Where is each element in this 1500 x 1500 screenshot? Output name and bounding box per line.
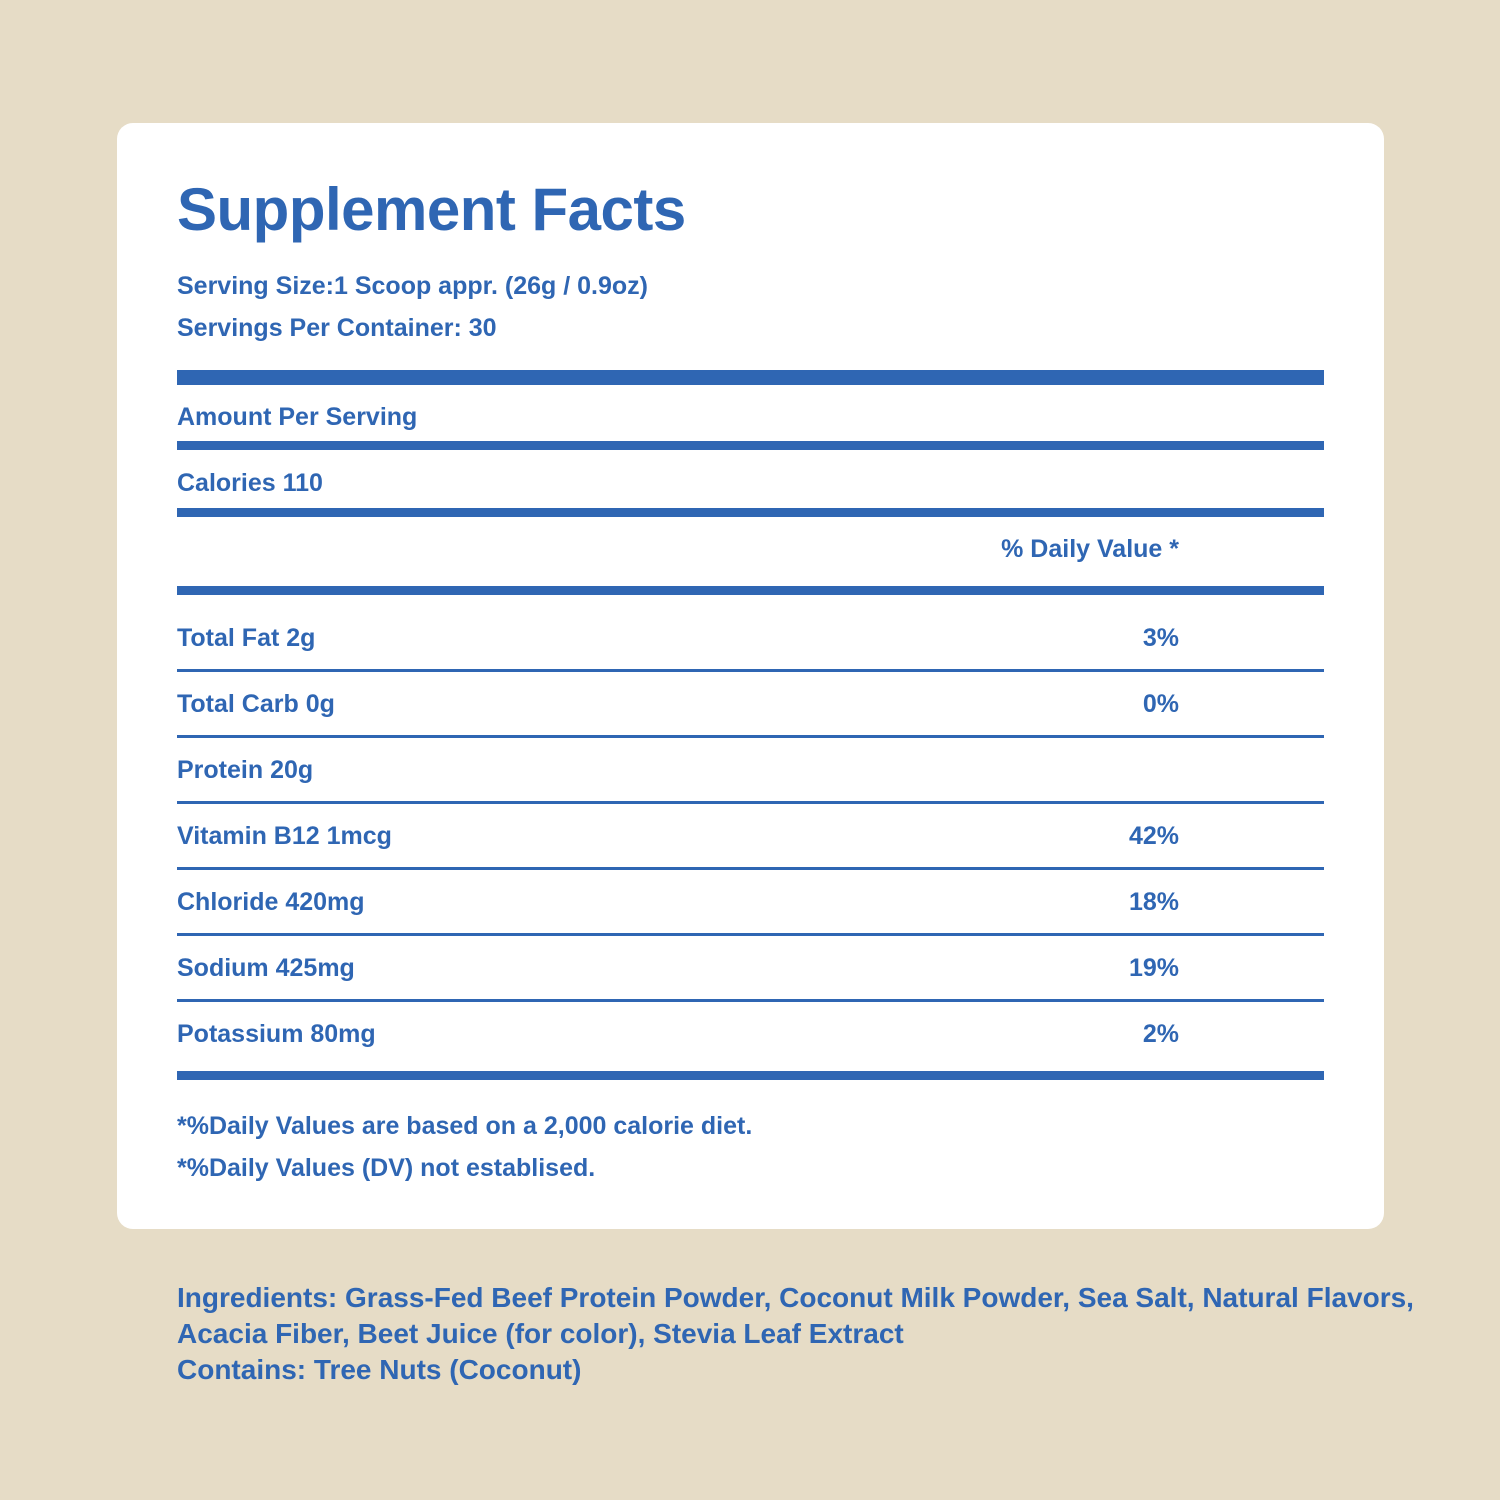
nutrient-label: Total Fat 2g (177, 624, 316, 652)
nutrient-label: Total Carb 0g (177, 690, 335, 718)
nutrient-dv: 19% (1128, 954, 1179, 982)
supplement-facts-panel: Supplement Facts Serving Size:1 Scoop ap… (117, 123, 1384, 1229)
ingredients-section: Ingredients: Grass-Fed Beef Protein Powd… (177, 1280, 1414, 1388)
divider-thin (177, 933, 1324, 936)
nutrient-dv: 0% (1142, 690, 1179, 718)
nutrient-label: Sodium 425mg (177, 954, 355, 982)
divider-thin (177, 999, 1324, 1002)
nutrient-dv: 42% (1128, 822, 1179, 850)
nutrient-label: Chloride 420mg (177, 888, 365, 916)
amount-per-serving: Amount Per Serving (177, 403, 418, 431)
allergen-contains: Contains: Tree Nuts (Coconut) (177, 1354, 582, 1385)
divider-medium (177, 441, 1324, 450)
nutrient-label: Protein 20g (177, 756, 314, 784)
ingredients-line: Ingredients: Grass-Fed Beef Protein Powd… (177, 1282, 1414, 1313)
nutrient-dv: 18% (1128, 888, 1179, 916)
serving-size: Serving Size:1 Scoop appr. (26g / 0.9oz) (177, 272, 648, 300)
nutrient-label: Potassium 80mg (177, 1020, 376, 1048)
footnote: *%Daily Values are based on a 2,000 calo… (177, 1112, 753, 1140)
nutrient-dv: 2% (1142, 1020, 1179, 1048)
divider-medium (177, 1071, 1324, 1080)
divider-medium (177, 586, 1324, 595)
divider-medium (177, 508, 1324, 517)
daily-value-header: % Daily Value * (1001, 535, 1179, 563)
divider-thin (177, 669, 1324, 672)
footnote: *%Daily Values (DV) not establised. (177, 1154, 596, 1182)
servings-per-container: Servings Per Container: 30 (177, 314, 497, 342)
divider-thin (177, 801, 1324, 804)
nutrient-dv: 3% (1142, 624, 1179, 652)
nutrient-label: Vitamin B12 1mcg (177, 822, 392, 850)
ingredients-line: Acacia Fiber, Beet Juice (for color), St… (177, 1318, 904, 1349)
panel-title: Supplement Facts (177, 176, 686, 243)
divider-thin (177, 735, 1324, 738)
calories: Calories 110 (177, 469, 323, 497)
divider-thin (177, 867, 1324, 870)
divider-thick (177, 370, 1324, 385)
